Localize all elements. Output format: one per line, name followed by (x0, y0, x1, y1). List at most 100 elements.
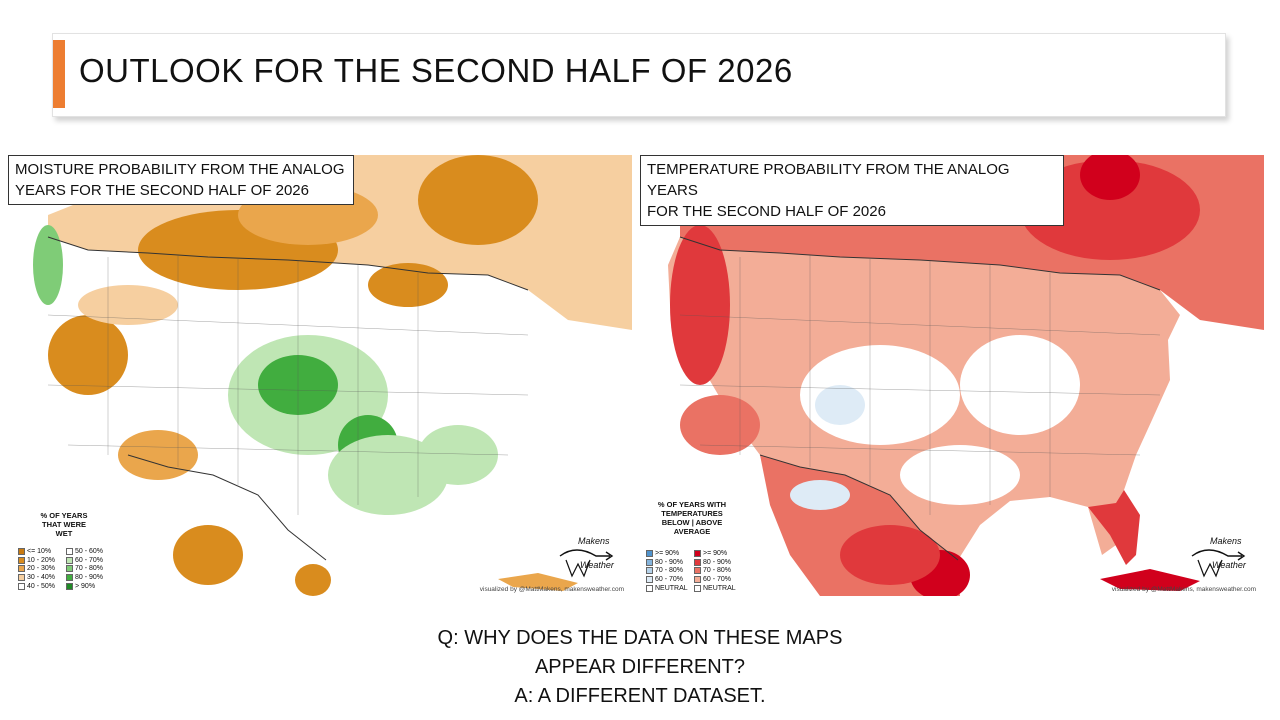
legend-swatch (646, 558, 653, 566)
temp-neutral-midwest (960, 335, 1080, 435)
moist-wet-pacific-nw (33, 225, 63, 305)
legend-swatch (66, 547, 73, 555)
temp-hot-mexico (840, 525, 940, 585)
temperature-legend-item: NEUTRAL (646, 584, 688, 593)
legend-label: 70 - 80% (75, 565, 104, 573)
legend-swatch (18, 556, 25, 564)
temperature-legend-item: 60 - 70% (694, 575, 736, 584)
legend-swatch (66, 556, 73, 564)
slide-title-box: OUTLOOK FOR THE SECOND HALF OF 2026 (52, 33, 1226, 117)
makens-weather-logo: Makens Weather (556, 536, 616, 582)
legend-swatch (694, 549, 701, 557)
legend-label: 80 - 90% (655, 558, 684, 566)
legend-swatch (646, 584, 653, 592)
moisture-legend-item: 30 - 40% (18, 573, 55, 582)
temperature-legend-item: >= 90% (694, 549, 736, 558)
legend-label: 70 - 80% (703, 567, 732, 575)
moisture-legend-item: > 90% (66, 582, 103, 591)
moisture-legend-item: 80 - 90% (66, 573, 103, 582)
logo-text-bottom: Weather (580, 560, 614, 570)
moisture-legend-item: <= 10% (18, 547, 55, 556)
moisture-legend-item: 20 - 30% (18, 564, 55, 573)
legend-label: NEUTRAL (703, 584, 736, 592)
temperature-legend-item: 80 - 90% (694, 558, 736, 567)
legend-label: 40 - 50% (27, 582, 56, 590)
temperature-legend-right: >= 90% 80 - 90% 70 - 80% 60 - 70% NEUTRAL (694, 549, 736, 592)
temperature-legend-title-line: AVERAGE (673, 527, 711, 536)
moist-border-us-canada (47, 236, 529, 291)
legend-label: 60 - 70% (75, 556, 104, 564)
temperature-map-credit: visualized by @MattMakens, makensweather… (1111, 586, 1256, 593)
answer-line: A: A DIFFERENT DATASET. (514, 685, 766, 707)
temp-border-us-mexico (759, 454, 959, 561)
moisture-legend-item: 10 - 20% (18, 556, 55, 565)
temp-hot-west-coast (670, 225, 730, 385)
logo-mark (1191, 549, 1246, 578)
logo-text-top: Makens (578, 536, 610, 546)
temp-state-lines (679, 255, 1161, 515)
temperature-map-label: TEMPERATURE PROBABILITY FROM THE ANALOG … (640, 155, 1064, 226)
temperature-legend-item: >= 90% (646, 549, 688, 558)
temp-region-cuba (1100, 569, 1200, 591)
moisture-label-line1: MOISTURE PROBABILITY FROM THE ANALOG (15, 161, 345, 178)
legend-label: 60 - 70% (703, 575, 732, 583)
legend-label: 80 - 90% (703, 558, 732, 566)
legend-swatch (694, 575, 701, 583)
temp-cool-southwest (790, 480, 850, 510)
temp-hot-northeast (1080, 155, 1140, 200)
temp-cool-colorado (815, 385, 865, 425)
temperature-label-line2: FOR THE SECOND HALF OF 2026 (647, 203, 886, 220)
moisture-legend-title: % OF YEARS THAT WERE WET (34, 511, 94, 538)
moist-dry-mexico (173, 525, 243, 585)
moisture-legend-left: <= 10% 10 - 20% 20 - 30% 30 - 40% 40 - 50% (18, 547, 55, 590)
legend-swatch (18, 565, 25, 573)
legend-swatch (694, 584, 701, 592)
question-line2: APPEAR DIFFERENT? (534, 656, 746, 678)
moist-dry-southwest (118, 430, 198, 480)
temp-hot-hudson-bay (1020, 160, 1200, 260)
logo-text-bottom: Weather (1212, 560, 1246, 570)
temp-neutral-south (900, 445, 1020, 505)
legend-label: > 90% (75, 582, 96, 590)
moisture-legend-item: 50 - 60% (66, 547, 103, 556)
temp-border-us-canada (679, 236, 1161, 291)
temperature-probability-map: TEMPERATURE PROBABILITY FROM THE ANALOG … (640, 155, 1264, 596)
title-accent-bar (53, 40, 65, 108)
legend-swatch (694, 558, 701, 566)
moisture-map-label: MOISTURE PROBABILITY FROM THE ANALOG YEA… (8, 155, 354, 205)
legend-label: >= 90% (703, 549, 728, 557)
temperature-legend-item: 70 - 80% (646, 566, 688, 575)
temperature-legend-title-line: % OF YEARS WITH (657, 500, 727, 509)
temperature-legend-left: >= 90% 80 - 90% 70 - 80% 60 - 70% NEUTRAL (646, 549, 688, 592)
moist-dry-ontario (368, 263, 448, 307)
legend-swatch (66, 573, 73, 581)
legend-swatch (694, 567, 701, 575)
makens-weather-logo: Makens Weather (1188, 536, 1248, 582)
moisture-map-credit: visualized by @MattMakens, makensweather… (479, 586, 624, 593)
moist-border-us-mexico (127, 454, 327, 561)
legend-label: 30 - 40% (27, 573, 56, 581)
moist-state-lines (47, 255, 529, 515)
moist-dry-quebec (418, 155, 538, 245)
moisture-legend-title-line: WET (55, 529, 73, 538)
temperature-legend-item: 60 - 70% (646, 575, 688, 584)
legend-label: 20 - 30% (27, 565, 56, 573)
slide-title: OUTLOOK FOR THE SECOND HALF OF 2026 (79, 52, 793, 89)
legend-label: 80 - 90% (75, 573, 104, 581)
temperature-legend-title-line: TEMPERATURES (661, 509, 723, 518)
moisture-legend-item: 40 - 50% (18, 582, 55, 591)
moisture-legend-item: 70 - 80% (66, 564, 103, 573)
moisture-map-graphic (33, 155, 632, 596)
legend-label: 10 - 20% (27, 556, 56, 564)
question-line1: Q: WHY DOES THE DATA ON THESE MAPS (437, 627, 843, 649)
moist-dry-texas-coast (295, 564, 331, 596)
legend-label: 50 - 60% (75, 547, 104, 555)
moist-dry-great-basin (48, 315, 128, 395)
legend-swatch (18, 547, 25, 555)
moisture-legend-item: 60 - 70% (66, 556, 103, 565)
temperature-legend-title-line: BELOW | ABOVE (661, 518, 723, 527)
legend-label: 70 - 80% (655, 567, 684, 575)
temperature-legend-item: NEUTRAL (694, 584, 736, 593)
logo-text-top: Makens (1210, 536, 1242, 546)
legend-swatch (646, 549, 653, 557)
